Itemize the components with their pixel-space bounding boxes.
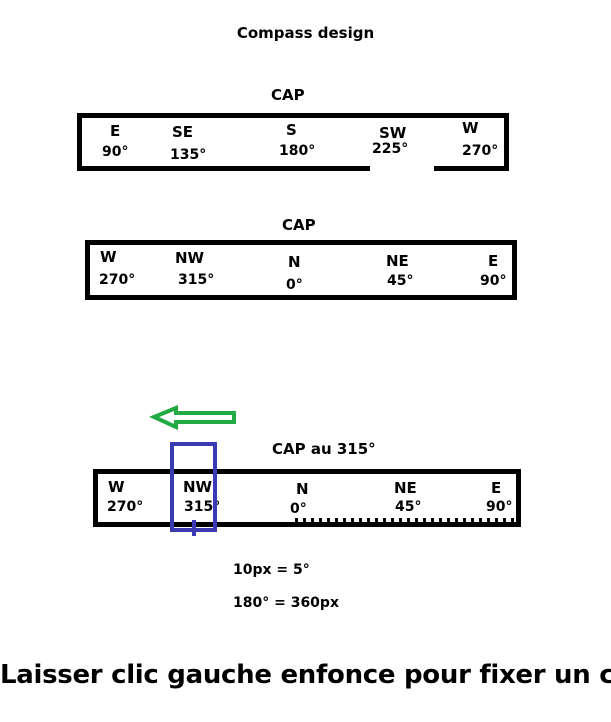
compass-ruler-1: E 90° SE 135° S 180° SW 225° W 270° — [77, 113, 509, 171]
ruler-3-dir-n: N — [296, 480, 309, 498]
tick-mark — [367, 518, 370, 525]
ruler-1-deg-270: 270° — [462, 143, 499, 159]
ruler-1-deg-225: 225° — [372, 141, 409, 157]
ruler-2-deg-45: 45° — [387, 273, 414, 289]
ruler-2-dir-n: N — [288, 253, 301, 271]
instruction-text: Laisser clic gauche enfonce pour fixer u… — [0, 660, 611, 690]
ruler-2-deg-0: 0° — [286, 277, 303, 293]
tick-mark — [415, 518, 418, 525]
ruler-1-deg-135: 135° — [170, 147, 207, 163]
ruler-1-dir-sw: SW — [379, 124, 407, 142]
ruler-2-deg-315: 315° — [178, 272, 215, 288]
tick-mark — [495, 518, 498, 525]
ruler-3-dir-ne: NE — [394, 479, 417, 497]
ruler-2-dir-w: W — [100, 248, 117, 266]
tick-mark — [503, 518, 506, 525]
tick-mark — [439, 518, 442, 525]
ruler-1-deg-90: 90° — [102, 144, 129, 160]
ruler-3-dir-w: W — [108, 478, 125, 496]
heading-selector-pointer — [192, 520, 196, 536]
tick-mark — [327, 518, 330, 525]
ruler-2-deg-90: 90° — [480, 273, 507, 289]
tick-mark — [359, 518, 362, 525]
tick-mark — [423, 518, 426, 525]
ruler-3-deg-270: 270° — [107, 499, 144, 515]
scale-note: 10px = 5° — [233, 562, 310, 578]
ruler-3-deg-45: 45° — [395, 499, 422, 515]
tick-mark — [383, 518, 386, 525]
compass-ruler-2: W 270° NW 315° N 0° NE 45° E 90° — [85, 240, 517, 300]
ruler-3-dir-nw: NW — [183, 478, 213, 496]
compass-ruler-3: W 270° NW 315° N 0° NE 45° E 90° — [93, 469, 521, 527]
tick-mark — [343, 518, 346, 525]
tick-mark — [407, 518, 410, 525]
ruler-1-dir-e: E — [110, 122, 121, 140]
ruler-2-cap-label: CAP — [282, 216, 316, 234]
ruler-1-dir-s: S — [286, 121, 297, 139]
ruler-3-dir-e: E — [491, 479, 502, 497]
tick-mark — [391, 518, 394, 525]
tick-mark — [311, 518, 314, 525]
tick-mark — [319, 518, 322, 525]
tick-mark — [479, 518, 482, 525]
tick-mark — [447, 518, 450, 525]
ruler-3-deg-0: 0° — [290, 501, 307, 517]
ruler-1-cap-label: CAP — [271, 86, 305, 104]
ruler-2-dir-ne: NE — [386, 252, 409, 270]
diagram-title: Compass design — [236, 24, 375, 42]
range-note: 180° = 360px — [233, 595, 339, 611]
ruler-1-border-gap — [370, 166, 434, 171]
tick-mark — [487, 518, 490, 525]
tick-mark — [295, 518, 298, 525]
ruler-1-dir-w: W — [462, 119, 479, 137]
ruler-1-deg-180: 180° — [279, 143, 316, 159]
tick-mark — [399, 518, 402, 525]
tick-mark — [303, 518, 306, 525]
tick-mark — [455, 518, 458, 525]
tick-mark — [431, 518, 434, 525]
tick-mark — [351, 518, 354, 525]
tick-mark — [463, 518, 466, 525]
ruler-3-deg-315: 315° — [184, 499, 221, 515]
left-arrow-icon — [148, 405, 236, 431]
ruler-2-dir-nw: NW — [175, 249, 205, 267]
heading-selector[interactable] — [170, 442, 217, 532]
ruler-3-deg-90: 90° — [486, 499, 513, 515]
tick-mark — [335, 518, 338, 525]
ruler-2-dir-e: E — [488, 252, 499, 270]
tick-mark — [471, 518, 474, 525]
tick-mark — [511, 518, 514, 525]
ruler-1-dir-se: SE — [172, 123, 194, 141]
ruler-3-cap-label: CAP au 315° — [272, 440, 376, 458]
tick-mark — [375, 518, 378, 525]
ruler-2-deg-270: 270° — [99, 272, 136, 288]
